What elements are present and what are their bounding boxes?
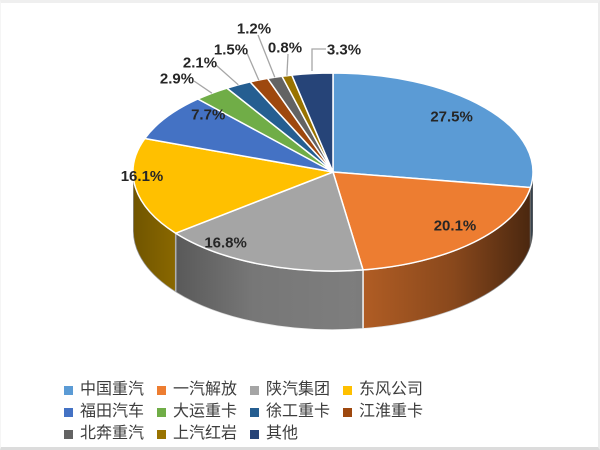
legend-label: 福田汽车 [80, 403, 145, 420]
legend-label: 上汽红岩 [173, 425, 238, 442]
legend-item-5: 大运重卡 [157, 403, 237, 421]
legend-item-6: 徐工重卡 [250, 403, 330, 421]
legend-label: 其他 [266, 425, 299, 442]
data-label-8: 1.2% [237, 21, 271, 38]
pie-slice-3 [132, 137, 334, 234]
legend-label: 徐工重卡 [266, 403, 331, 420]
pie-side-shading [132, 172, 533, 331]
legend-marker [64, 407, 73, 417]
pie-labels: 27.5% 20.1% 16.8% 16.1% 7.7% 2.9%2.1%1.5% 1.2%… [121, 21, 477, 252]
legend-label: 大运重卡 [173, 403, 238, 420]
legend-label: 中国重汽 [80, 381, 145, 398]
leader-line-7 [246, 52, 260, 81]
legend-marker [250, 385, 259, 395]
legend-item-3: 东风公司 [343, 381, 423, 399]
pie-slice-4 [144, 98, 334, 173]
legend-item-1: 一汽解放 [157, 381, 237, 399]
legend-marker [343, 407, 352, 417]
data-label-1: 20.1% [434, 217, 477, 234]
pie-faces [132, 72, 534, 272]
leader-line-8 [257, 34, 276, 78]
legend-item-7: 江淮重卡 [343, 403, 423, 421]
data-label-3: 16.1% [121, 168, 164, 185]
legend-marker [157, 385, 166, 395]
legend-item-0: 中国重汽 [64, 381, 144, 399]
legend-marker [250, 407, 259, 417]
pie-slice-0 [332, 72, 534, 189]
pie-3d-chart: 27.5% 20.1% 16.8% 16.1% 7.7% 2.9%2.1%1.5% 1.2%… [121, 21, 534, 331]
legend-marker [157, 407, 166, 417]
legend-label: 陕汽集团 [266, 381, 331, 398]
legend-label: 东风公司 [359, 381, 424, 398]
pie-slice-10 [291, 72, 334, 173]
data-label-7: 1.5% [214, 42, 248, 59]
legend-item-10: 其他 [250, 425, 298, 443]
data-label-10: 3.3% [327, 42, 361, 59]
legend-marker [250, 429, 259, 439]
legend-item-8: 北奔重汽 [64, 425, 144, 443]
legend-marker [157, 429, 166, 439]
leader-line-6 [215, 64, 239, 86]
pie-slice-1 [332, 171, 532, 271]
data-label-2: 16.8% [204, 234, 247, 251]
legend-label: 一汽解放 [173, 381, 238, 398]
legend-label: 北奔重汽 [80, 425, 145, 442]
legend-item-9: 上汽红岩 [157, 425, 237, 443]
pie-slice-2 [174, 171, 364, 272]
data-label-6: 2.1% [183, 55, 217, 72]
data-label-4: 7.7% [191, 107, 225, 124]
data-label-5: 2.9% [160, 71, 194, 88]
leader-line-9 [286, 53, 289, 76]
legend-item-4: 福田汽车 [64, 403, 144, 421]
legend-marker [343, 385, 352, 395]
legend-item-2: 陕汽集团 [250, 381, 330, 399]
leader-line-10 [311, 48, 326, 71]
leader-line-5 [193, 80, 213, 94]
data-label-0: 27.5% [430, 108, 473, 125]
legend-label: 江淮重卡 [359, 403, 424, 420]
data-label-9: 0.8% [268, 40, 302, 57]
legend-marker [64, 429, 73, 439]
legend-marker [64, 385, 73, 395]
